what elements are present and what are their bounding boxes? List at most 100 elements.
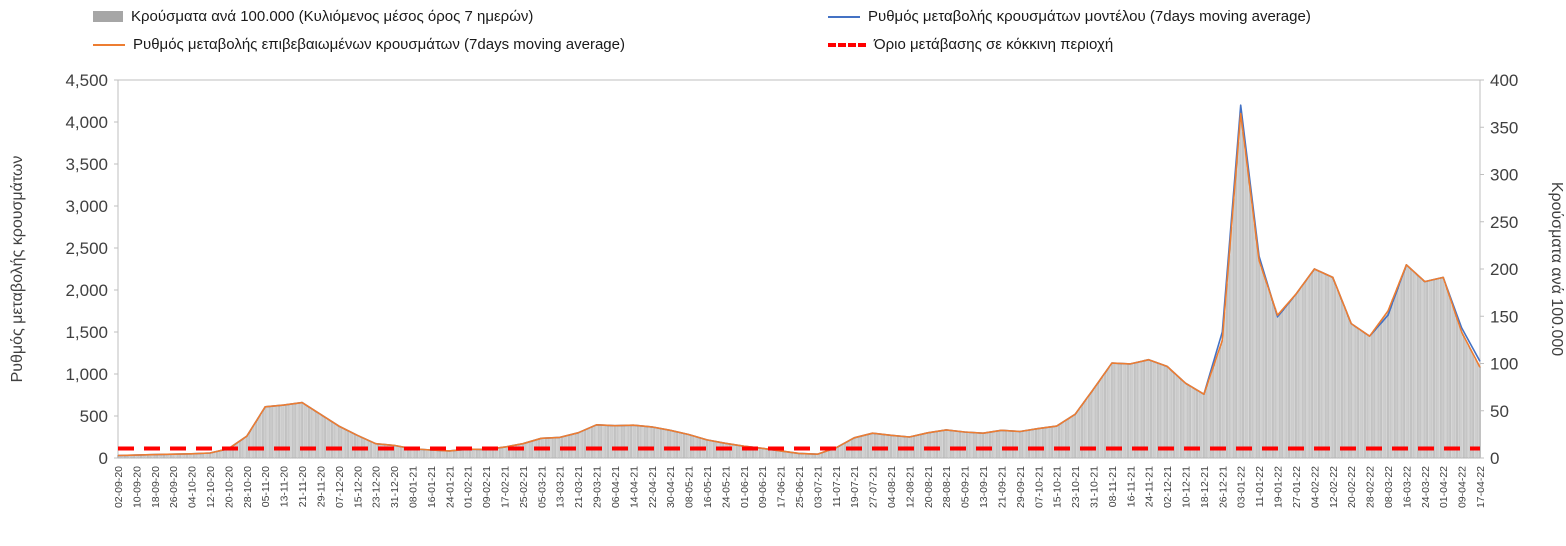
cases-bar [1152,361,1155,459]
x-axis-tick-label: 24-03-22 [1420,466,1432,508]
cases-bar [1232,198,1235,459]
legend-label-model: Ρυθμός μεταβολής κρουσμάτων μοντέλου (7d… [868,8,1311,25]
cases-bar [420,449,423,459]
x-axis-tick-label: 28-02-22 [1365,466,1377,508]
cases-bar [248,432,251,459]
x-axis-tick-label: 21-11-20 [297,466,309,507]
cases-bar [1062,421,1065,459]
cases-bar [1474,358,1477,459]
x-axis-tick-label: 11-07-21 [831,466,843,507]
left-axis-tick-label: 3,000 [65,197,108,216]
cases-bar [1067,418,1070,459]
cases-bar [924,433,927,459]
cases-bar [1265,280,1267,459]
cases-bar [871,433,874,459]
cases-bar [342,428,345,459]
cases-bar [883,434,886,459]
cases-bar [321,415,324,459]
cases-bar [1462,336,1465,459]
cases-bar [726,443,729,459]
x-axis-tick-label: 31-12-20 [389,466,401,508]
cases-bar [641,425,644,459]
cases-bar [250,428,253,459]
cases-bar [1221,340,1224,459]
x-axis-tick-label: 09-04-22 [1457,466,1469,508]
cases-bar [632,425,635,459]
cases-bar [740,445,743,459]
cases-bar [1281,309,1284,459]
cases-bar [917,434,920,459]
cases-bar [335,424,338,459]
cases-bar [1343,306,1346,459]
cases-bar [1329,276,1332,459]
x-axis-tick-label: 29-09-21 [1015,466,1027,508]
cases-bar [1209,373,1212,459]
cases-bar [614,425,616,459]
cases-bar [1203,393,1205,459]
cases-bar [220,450,223,459]
cases-bar [1046,427,1049,459]
cases-bar [880,434,883,459]
cases-bar [1032,429,1035,459]
cases-bar [609,425,612,459]
cases-bar [264,406,267,459]
cases-bar [531,440,534,459]
cases-bar [1159,363,1162,459]
cases-bar [1308,275,1311,459]
cases-bar [245,435,248,459]
cases-bar [959,431,961,459]
cases-bar [262,410,264,459]
cases-bar [259,413,262,459]
cases-bar [777,450,780,459]
cases-bar [503,446,506,459]
confirmed-line [117,112,1481,457]
cases-bar [312,409,315,459]
cases-bar [878,433,881,459]
cases-bar [328,420,331,459]
x-axis-tick-label: 15-10-21 [1052,466,1064,508]
cases-bar [972,432,975,459]
cases-bar [1449,297,1451,459]
cases-bar [1299,287,1302,459]
cases-bar [1226,283,1228,459]
cases-bar [1035,428,1037,459]
cases-bar [1060,422,1063,459]
cases-bar [825,450,828,459]
orange-line-swatch-icon [93,43,125,46]
cases-bar [402,446,405,459]
cases-bar [423,449,425,459]
cases-bar [1412,270,1415,459]
cases-bar [662,428,665,459]
cases-bar [630,425,632,459]
cases-bar [418,449,421,459]
cases-bar [1276,315,1279,459]
cases-bar [1228,255,1231,459]
cases-bar [1012,430,1014,459]
x-axis-tick-label: 13-03-21 [555,466,567,508]
cases-bar [464,449,467,459]
cases-bar [782,450,784,459]
right-axis-tick-label: 150 [1490,307,1518,326]
cases-bar [1373,329,1376,459]
cases-bar [291,403,294,459]
x-axis-tick-label: 20-08-21 [923,466,935,508]
cases-bar [1154,362,1157,459]
x-axis-tick-label: 06-04-21 [610,466,622,508]
cases-bar [625,425,628,459]
x-axis-tick-label: 18-12-21 [1199,466,1211,508]
cases-bar [922,433,925,459]
cases-bar [1444,284,1447,459]
cases-bar [1398,281,1401,459]
x-axis-tick-label: 26-09-20 [168,466,180,508]
cases-bar [1426,280,1428,459]
cases-bar [627,425,630,459]
cases-bar [915,435,918,459]
cases-bar [1407,266,1410,459]
x-axis-tick-label: 31-10-21 [1088,466,1100,508]
cases-bar [549,437,552,459]
x-axis-tick-label: 29-03-21 [592,466,604,508]
x-axis-tick-label: 01-02-21 [463,466,475,508]
cases-bar [984,432,987,459]
x-axis-tick-label: 19-07-21 [849,466,861,508]
cases-bar [377,443,379,459]
